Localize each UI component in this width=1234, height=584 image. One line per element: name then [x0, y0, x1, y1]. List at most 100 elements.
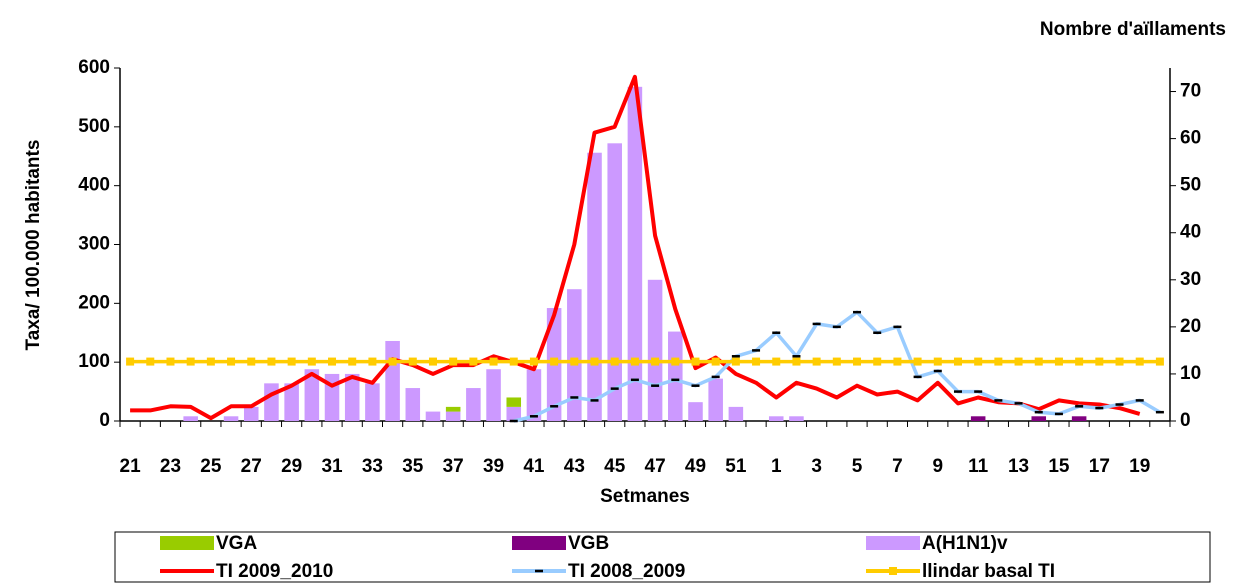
x-tick-label: 37	[443, 456, 464, 477]
y2-tick-label: 60	[1180, 128, 1201, 149]
marker	[772, 357, 781, 366]
x-tick-label: 21	[120, 456, 142, 477]
x-tick-label: 13	[1008, 456, 1029, 477]
x-tick-label: 43	[564, 456, 585, 477]
y2-tick-label: 20	[1180, 316, 1201, 337]
bar	[567, 289, 582, 421]
bar	[970, 416, 986, 421]
marker	[752, 357, 761, 366]
bar	[668, 331, 683, 421]
marker	[711, 357, 720, 366]
bar	[304, 369, 320, 421]
legend-label: llindar basal TI	[922, 561, 1055, 582]
legend-label: A(H1N1)v	[922, 533, 1008, 554]
marker	[1054, 357, 1063, 366]
y-tick-label: 100	[78, 351, 110, 372]
x-tick-label: 1	[771, 456, 782, 477]
bar	[445, 411, 461, 421]
marker	[186, 357, 195, 366]
y-tick-label: 500	[78, 116, 110, 137]
marker	[953, 357, 962, 366]
marker	[691, 357, 700, 366]
x-tick-label: 25	[200, 456, 222, 477]
bar	[365, 383, 380, 421]
marker	[469, 357, 478, 366]
bar	[789, 416, 804, 421]
marker	[873, 357, 882, 366]
legend-swatch	[512, 536, 566, 550]
marker	[651, 357, 660, 366]
x-tick-label: 15	[1048, 456, 1070, 477]
bar	[607, 143, 622, 421]
marker	[408, 357, 417, 366]
bar	[466, 388, 481, 421]
bar	[425, 411, 441, 421]
marker	[893, 357, 902, 366]
bar	[1071, 416, 1087, 421]
marker	[126, 357, 135, 366]
y-tick-label: 600	[78, 57, 110, 78]
bar	[344, 373, 360, 421]
marker	[933, 357, 942, 366]
marker	[1155, 357, 1164, 366]
bar	[264, 383, 279, 421]
bar	[506, 397, 522, 407]
bar	[506, 406, 522, 421]
x-tick-label: 47	[645, 456, 666, 477]
legend-box	[114, 531, 1211, 583]
marker	[388, 357, 397, 366]
x-tick-label: 11	[968, 456, 989, 477]
bar	[647, 279, 663, 421]
legend-marker	[889, 567, 897, 575]
bar	[627, 86, 643, 422]
x-tick-label: 33	[362, 456, 383, 477]
y-tick-label: 200	[78, 292, 110, 313]
marker	[853, 357, 862, 366]
y2-tick-label: 30	[1180, 269, 1201, 290]
bar	[385, 340, 400, 421]
line	[130, 74, 1141, 421]
y-tick-label: 400	[78, 175, 110, 196]
marker	[671, 357, 680, 366]
marker	[529, 357, 538, 366]
marker	[307, 357, 316, 366]
marker	[913, 357, 922, 366]
x-tick-label: 35	[402, 456, 424, 477]
x-tick-label: 31	[321, 456, 343, 477]
x-tick-label: 5	[852, 456, 863, 477]
marker	[509, 357, 518, 366]
marker	[267, 357, 276, 366]
marker	[994, 357, 1003, 366]
bar	[526, 369, 542, 421]
marker	[610, 357, 619, 366]
bar	[486, 369, 501, 421]
legend-swatch	[866, 536, 920, 550]
marker	[974, 357, 983, 366]
marker	[1095, 357, 1104, 366]
marker	[570, 357, 579, 366]
marker	[489, 357, 498, 366]
x-axis-title: Setmanes	[600, 486, 690, 507]
marker	[166, 357, 175, 366]
legend-swatch	[160, 536, 214, 550]
marker	[206, 357, 215, 366]
bar	[728, 406, 744, 421]
x-tick-label: 29	[281, 456, 302, 477]
bar	[768, 416, 784, 421]
y2-tick-label: 0	[1180, 410, 1191, 431]
x-tick-label: 9	[932, 456, 943, 477]
legend-label: VGA	[216, 533, 257, 554]
y-tick-label: 300	[78, 234, 110, 255]
legend-label: TI 2009_2010	[216, 561, 333, 582]
marker	[449, 357, 458, 366]
marker	[227, 357, 236, 366]
x-tick-label: 19	[1129, 456, 1150, 477]
x-tick-label: 7	[892, 456, 903, 477]
bar	[223, 416, 239, 421]
x-tick-label: 27	[241, 456, 262, 477]
bar	[445, 406, 461, 412]
marker	[1115, 357, 1124, 366]
x-tick-label: 51	[725, 456, 747, 477]
bar	[587, 152, 602, 421]
